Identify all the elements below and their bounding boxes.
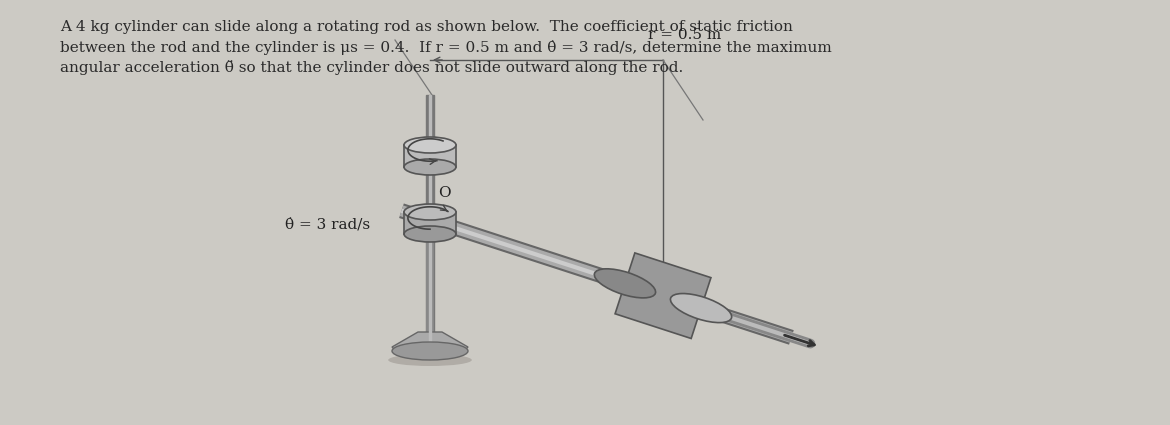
Ellipse shape bbox=[670, 294, 731, 323]
Bar bbox=[426, 234, 434, 332]
Polygon shape bbox=[392, 332, 468, 355]
Ellipse shape bbox=[404, 137, 456, 153]
Text: angular acceleration θ̈ so that the cylinder does not slide outward along the ro: angular acceleration θ̈ so that the cyli… bbox=[60, 60, 683, 75]
Ellipse shape bbox=[392, 342, 468, 360]
Bar bbox=[426, 95, 434, 350]
Ellipse shape bbox=[388, 354, 472, 366]
Text: θ̇ = 3 rad/s: θ̇ = 3 rad/s bbox=[285, 218, 370, 232]
Text: between the rod and the cylinder is μs = 0.4.  If r = 0.5 m and θ̇ = 3 rad/s, de: between the rod and the cylinder is μs =… bbox=[60, 40, 832, 55]
Ellipse shape bbox=[404, 226, 456, 242]
Ellipse shape bbox=[594, 269, 655, 298]
Polygon shape bbox=[615, 253, 711, 338]
Bar bbox=[404, 212, 456, 234]
Ellipse shape bbox=[404, 159, 456, 175]
Bar bbox=[429, 95, 431, 350]
Text: A 4 kg cylinder can slide along a rotating rod as shown below.  The coefficient : A 4 kg cylinder can slide along a rotati… bbox=[60, 20, 793, 34]
Text: r = 0.5 m: r = 0.5 m bbox=[648, 28, 721, 42]
Text: O: O bbox=[438, 186, 450, 200]
Ellipse shape bbox=[404, 204, 456, 220]
Bar bbox=[404, 145, 456, 167]
